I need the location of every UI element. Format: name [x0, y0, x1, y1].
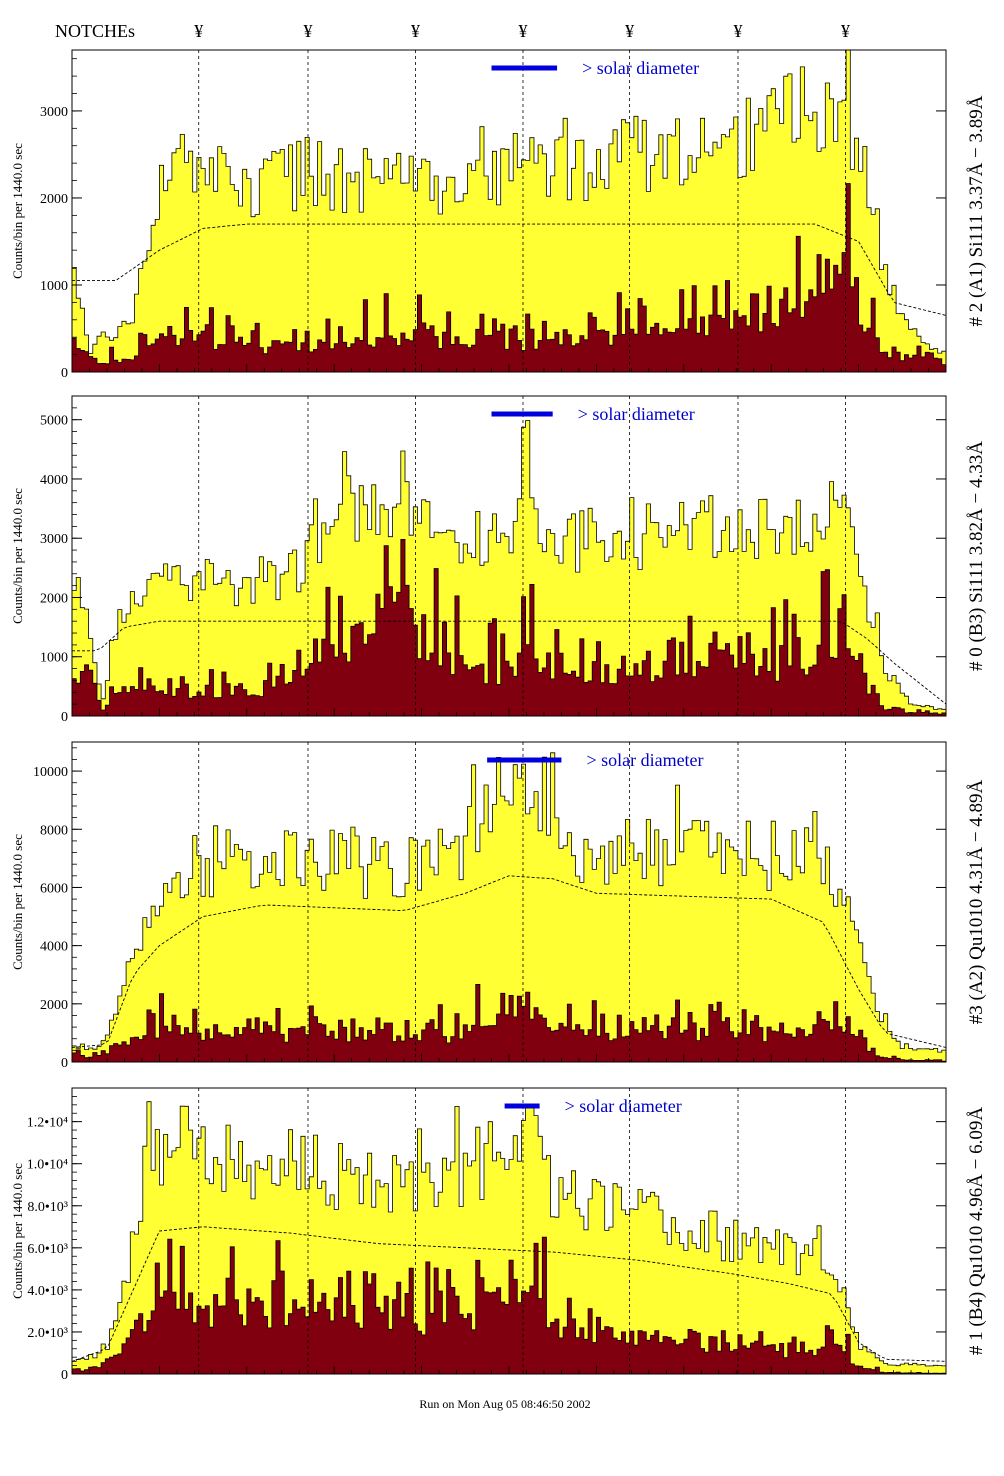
panel-title: # 2 (A1) Si111 3.37Å − 3.89Å [966, 95, 987, 326]
y-tick-label-1: 2000 [40, 998, 68, 1013]
notch-symbol-2: ¥ [411, 21, 420, 41]
y-tick-label-3: 3000 [40, 105, 68, 120]
notch-symbol-6: ¥ [841, 21, 850, 41]
histogram-total-area [71, 752, 947, 1063]
histogram-low-area [71, 1236, 947, 1375]
y-axis-label: Counts/bin per 1440.0 sec [10, 834, 25, 970]
model-curve [71, 1226, 947, 1362]
y-tick-label-5: 10000 [33, 765, 68, 780]
y-tick-label-0: 0 [61, 366, 68, 381]
y-tick-label-1: 1000 [40, 651, 68, 666]
notch-symbol-5: ¥ [733, 21, 742, 41]
y-axis-label: Counts/bin per 1440.0 sec [10, 143, 25, 279]
notch-symbol-4: ¥ [625, 21, 634, 41]
histogram-low-area [71, 539, 947, 717]
y-tick-label-0: 0 [61, 1056, 68, 1071]
panel-2: 0 2000 4000 6000 8000 10000 Counts/bin per 144… [10, 741, 987, 1071]
notch-symbol-3: ¥ [518, 21, 527, 41]
y-tick-label-2: 4.0•10³ [27, 1284, 68, 1299]
panel-title: # 0 (B3) Si111 3.82Å − 4.33Å [966, 441, 987, 671]
y-tick-label-1: 1000 [40, 279, 68, 294]
y-tick-label-3: 6000 [40, 881, 68, 896]
notch-symbol-1: ¥ [303, 21, 312, 41]
histogram-low-area [71, 984, 947, 1063]
y-tick-label-4: 4000 [40, 473, 68, 488]
notches-label: NOTCHEs [55, 21, 135, 41]
y-axis-label: Counts/bin per 1440.0 sec [10, 488, 25, 624]
model-curve [72, 620, 947, 705]
y-tick-label-3: 6.0•10³ [27, 1242, 68, 1257]
y-tick-label-4: 8.0•10³ [27, 1200, 68, 1215]
y-tick-label-3: 3000 [40, 532, 68, 547]
y-tick-label-4: 8000 [40, 823, 68, 838]
notch-symbol-0: ¥ [194, 21, 203, 41]
model-curve [71, 875, 947, 1048]
run-timestamp: Run on Mon Aug 05 08:46:50 2002 [419, 1397, 590, 1411]
y-tick-label-6: 1.2•10⁴ [27, 1116, 68, 1131]
panel-0: 0 1000 2000 3000 Counts/bin per 1440.0 sec # … [10, 49, 987, 381]
y-tick-label-2: 2000 [40, 591, 68, 606]
solar-diameter-label: > solar diameter [586, 750, 703, 770]
y-tick-label-2: 4000 [40, 940, 68, 955]
notch-symbols: ¥ ¥ ¥ ¥ ¥ ¥ ¥ [194, 21, 850, 41]
y-tick-label-1: 2.0•10³ [27, 1326, 68, 1341]
histogram-low-area [71, 183, 947, 373]
panel-1: 0 1000 2000 3000 4000 5000 Counts/bin per 1440… [10, 395, 987, 725]
y-tick-label-0: 0 [61, 1368, 68, 1383]
panels: 0 1000 2000 3000 Counts/bin per 1440.0 sec # … [10, 49, 987, 1383]
y-tick-label-5: 1.0•10⁴ [27, 1158, 68, 1173]
y-tick-label-0: 0 [61, 710, 68, 725]
model-curve [72, 223, 947, 316]
histogram-total-area [71, 420, 947, 717]
y-axis-label: Counts/bin per 1440.0 sec [10, 1163, 25, 1299]
y-tick-label-5: 5000 [40, 414, 68, 429]
histogram-total-area [71, 1101, 947, 1375]
solar-diameter-label: > solar diameter [582, 58, 699, 78]
panel-title: # 1 (B4) Qu1010 4.96Å − 6.09Å [966, 1107, 987, 1355]
solar-diameter-label: > solar diameter [565, 1096, 682, 1116]
solar-diameter-label: > solar diameter [578, 404, 695, 424]
panel-3: 0 2.0•10³ 4.0•10³ 6.0•10³ 8.0•10³ 1.0•10⁴ 1.2•… [10, 1087, 987, 1383]
y-tick-label-2: 2000 [40, 192, 68, 207]
panel-title: #3 (A2) Qu1010 4.31Å − 4.89Å [966, 779, 987, 1024]
